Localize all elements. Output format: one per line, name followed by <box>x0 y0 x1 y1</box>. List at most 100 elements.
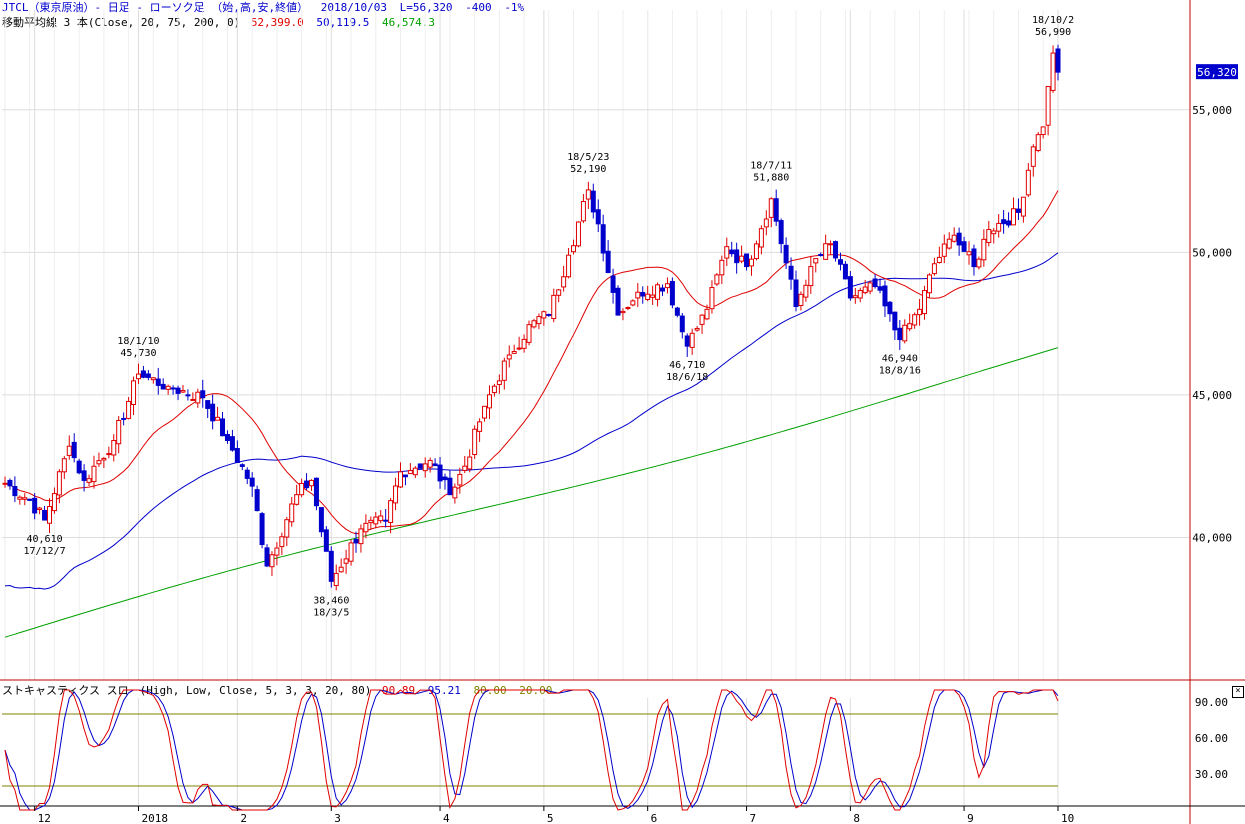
candle-body <box>52 494 56 511</box>
candle-body <box>700 315 704 324</box>
candle-body <box>384 520 388 521</box>
candle <box>764 210 768 235</box>
candle-body <box>740 256 744 261</box>
candle <box>685 333 689 357</box>
candle-body <box>18 497 22 499</box>
candle <box>507 345 511 367</box>
candle-body <box>567 255 571 277</box>
candle <box>972 245 976 276</box>
candle <box>626 306 630 310</box>
candle-body <box>1041 127 1045 135</box>
candle <box>77 459 81 475</box>
candle-body <box>146 374 150 377</box>
candle-body <box>680 316 684 332</box>
annotation-label: 17/12/7 <box>23 546 65 557</box>
candle-body <box>779 221 783 244</box>
candle-body <box>957 233 961 245</box>
candle <box>122 412 126 425</box>
candle <box>245 467 249 484</box>
candle <box>176 386 180 400</box>
candle-body <box>122 418 126 419</box>
candle <box>873 274 877 289</box>
candle-body <box>972 249 976 267</box>
candle <box>394 478 398 510</box>
candle <box>379 510 383 523</box>
candle-body <box>102 458 106 459</box>
candle <box>932 258 936 276</box>
candle-body <box>507 355 511 359</box>
candle-body <box>626 308 630 309</box>
candle <box>868 280 872 294</box>
candle-body <box>43 510 47 520</box>
candle-body <box>532 321 536 327</box>
candle <box>769 197 773 227</box>
candle <box>225 430 229 444</box>
candle-body <box>3 483 7 484</box>
candle-body <box>97 461 101 464</box>
last-price-label: 56,320 <box>1197 66 1237 79</box>
candle-body <box>443 477 447 480</box>
candle <box>107 447 111 459</box>
candle-body <box>87 479 91 483</box>
candle <box>636 283 640 307</box>
candle-body <box>690 333 694 347</box>
candle-body <box>166 386 170 389</box>
candle <box>903 319 907 343</box>
candle-body <box>403 475 407 477</box>
candle-body <box>987 230 991 243</box>
candle <box>502 358 506 390</box>
candle-body <box>898 328 902 339</box>
candle <box>43 506 47 520</box>
candle <box>314 477 318 510</box>
candle-body <box>517 348 521 349</box>
candle <box>710 280 714 313</box>
candle <box>487 385 491 419</box>
candle <box>759 225 763 254</box>
y-tick-label: 40,000 <box>1192 531 1232 544</box>
candle-body <box>670 281 674 304</box>
candle <box>329 546 333 587</box>
candle <box>918 299 922 326</box>
stoch-d-line <box>5 690 1058 810</box>
candle-body <box>784 245 788 262</box>
candle-body <box>542 312 546 318</box>
candle-body <box>794 280 798 307</box>
candle-body <box>285 520 289 537</box>
annotation-label: 18/1/10 <box>117 336 159 347</box>
candle <box>423 457 427 477</box>
candle <box>47 498 51 533</box>
candle <box>349 539 353 565</box>
candle <box>908 314 912 332</box>
candle <box>957 228 961 256</box>
candle-body <box>389 501 393 523</box>
x-tick-label: 4 <box>443 812 450 824</box>
candle-body <box>720 260 724 274</box>
candle-body <box>349 543 353 561</box>
candle <box>888 301 892 322</box>
candle-body <box>448 478 452 494</box>
candle-body <box>764 219 768 227</box>
candle-body <box>77 461 81 473</box>
candle <box>295 485 299 506</box>
candle <box>1041 127 1045 139</box>
candle <box>216 407 220 421</box>
candle-body <box>665 284 669 288</box>
candle <box>987 221 991 246</box>
candle-body <box>211 404 215 421</box>
candle <box>483 406 487 421</box>
candle-body <box>685 336 689 346</box>
candle-body <box>1016 209 1020 212</box>
candle-body <box>235 448 239 462</box>
candle-body <box>339 567 343 572</box>
candle-body <box>641 293 645 297</box>
candle <box>1056 45 1060 81</box>
candle-body <box>67 446 71 455</box>
candle <box>962 237 966 252</box>
candle-body <box>952 235 956 241</box>
candle <box>141 366 145 378</box>
candle-body <box>927 275 931 293</box>
candle-body <box>245 470 249 478</box>
candle-body <box>1021 197 1025 216</box>
candle-body <box>112 441 116 455</box>
